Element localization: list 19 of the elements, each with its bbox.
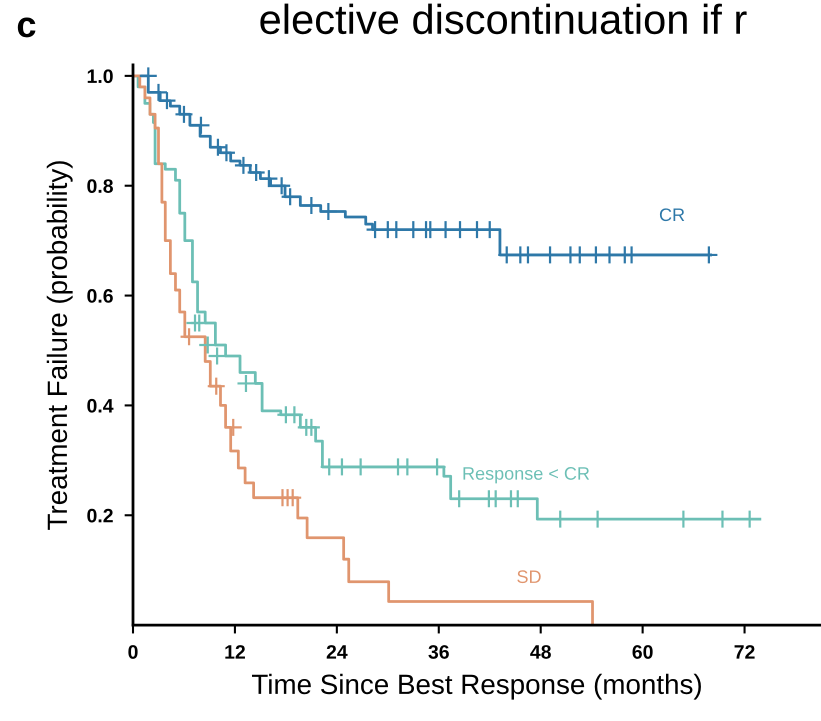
y-tick-label: 0.6: [87, 289, 113, 303]
x-tick-label: 36: [428, 645, 449, 659]
series-label: Response < CR: [463, 467, 590, 484]
x-tick-label: 60: [632, 645, 653, 659]
series-label: SD: [517, 570, 541, 584]
y-tick-label: 0.2: [87, 508, 113, 522]
y-tick-label: 1.0: [88, 69, 113, 84]
chart-title: elective discontinuation if r: [260, 4, 747, 34]
x-tick-label: 72: [734, 645, 755, 659]
y-tick-label: 0.8: [87, 179, 113, 193]
y-axis-title: Treatment Failure (probability): [46, 161, 73, 530]
x-tick-label: 0: [128, 645, 138, 659]
x-tick-label: 24: [326, 645, 348, 659]
y-tick-label: 0.4: [87, 398, 114, 413]
series-label: CR: [660, 208, 684, 222]
x-tick-label: 12: [225, 645, 245, 659]
x-axis-title: Time Since Best Response (months): [252, 674, 701, 700]
x-tick-label: 48: [530, 645, 551, 659]
text: c: [18, 18, 36, 38]
